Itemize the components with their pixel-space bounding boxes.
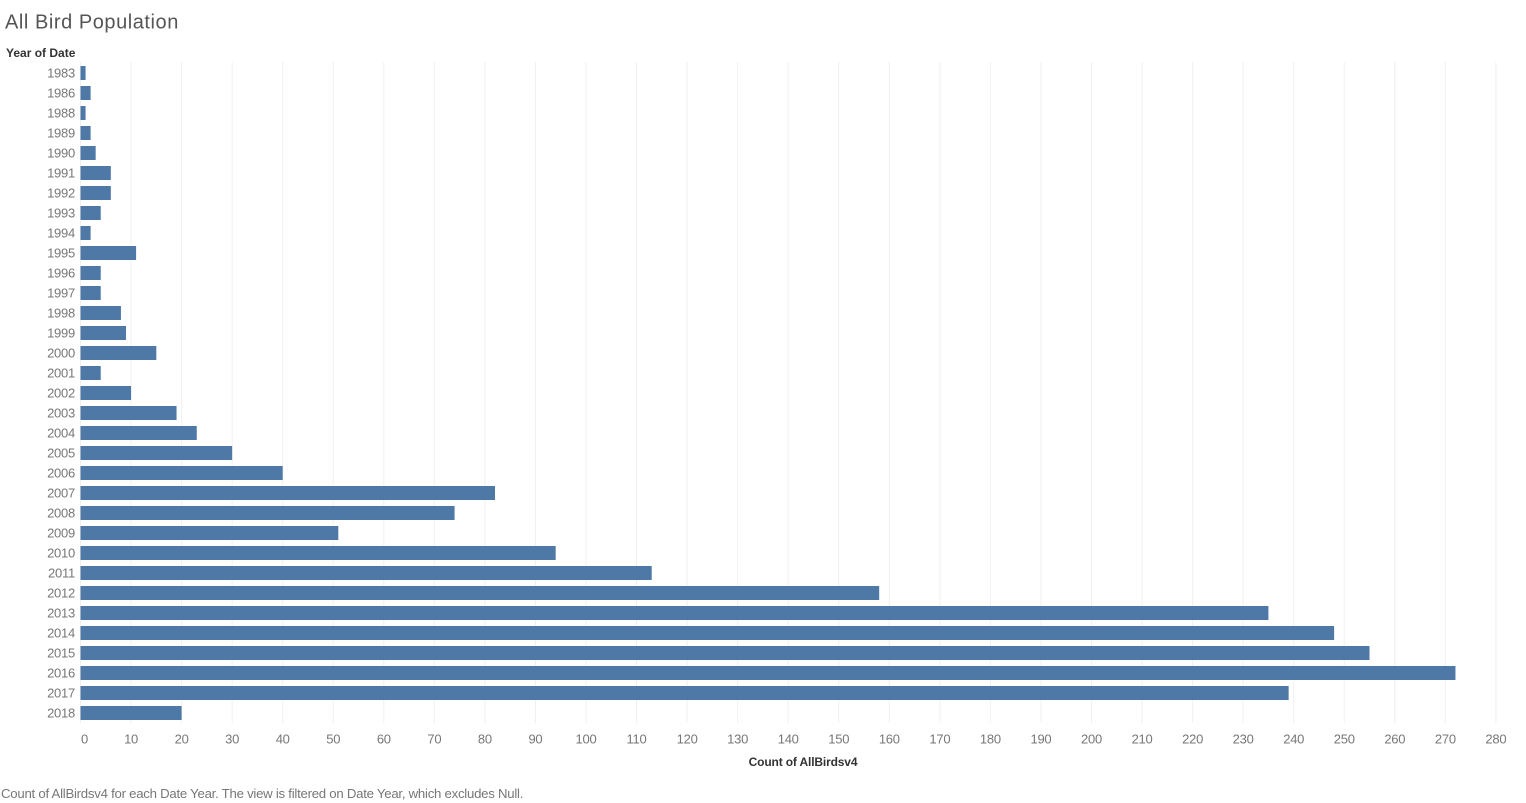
svg-text:90: 90 bbox=[528, 732, 542, 747]
svg-text:2001: 2001 bbox=[47, 366, 75, 381]
svg-text:200: 200 bbox=[1081, 732, 1102, 747]
svg-text:2002: 2002 bbox=[47, 386, 75, 401]
svg-text:Count of AllBirdsv4 for each D: Count of AllBirdsv4 for each Date Year. … bbox=[1, 786, 523, 801]
svg-text:1990: 1990 bbox=[47, 146, 75, 161]
svg-text:190: 190 bbox=[1030, 732, 1051, 747]
svg-text:1991: 1991 bbox=[47, 166, 75, 181]
svg-text:230: 230 bbox=[1233, 732, 1254, 747]
svg-text:80: 80 bbox=[478, 732, 492, 747]
svg-text:1989: 1989 bbox=[47, 126, 75, 141]
svg-text:1994: 1994 bbox=[47, 226, 75, 241]
svg-text:140: 140 bbox=[778, 732, 799, 747]
svg-text:40: 40 bbox=[276, 732, 290, 747]
svg-text:All Bird Population: All Bird Population bbox=[5, 12, 179, 34]
svg-text:240: 240 bbox=[1283, 732, 1304, 747]
svg-text:130: 130 bbox=[727, 732, 748, 747]
svg-text:1998: 1998 bbox=[47, 306, 75, 321]
svg-text:220: 220 bbox=[1182, 732, 1203, 747]
svg-text:250: 250 bbox=[1334, 732, 1355, 747]
svg-text:2017: 2017 bbox=[47, 686, 75, 701]
svg-text:0: 0 bbox=[81, 732, 88, 747]
svg-text:60: 60 bbox=[377, 732, 391, 747]
svg-text:2015: 2015 bbox=[47, 646, 75, 661]
svg-text:1997: 1997 bbox=[47, 286, 75, 301]
svg-text:170: 170 bbox=[929, 732, 950, 747]
svg-text:2014: 2014 bbox=[47, 626, 75, 641]
svg-text:160: 160 bbox=[879, 732, 900, 747]
svg-text:2000: 2000 bbox=[47, 346, 75, 361]
svg-text:2007: 2007 bbox=[47, 486, 75, 501]
svg-text:2011: 2011 bbox=[48, 566, 75, 581]
svg-text:2018: 2018 bbox=[47, 706, 75, 721]
svg-text:10: 10 bbox=[124, 732, 138, 747]
svg-text:2004: 2004 bbox=[47, 426, 75, 441]
svg-text:100: 100 bbox=[576, 732, 597, 747]
svg-text:2005: 2005 bbox=[47, 446, 75, 461]
svg-text:210: 210 bbox=[1132, 732, 1153, 747]
svg-text:1996: 1996 bbox=[47, 266, 75, 281]
svg-text:2016: 2016 bbox=[47, 666, 75, 681]
svg-text:70: 70 bbox=[427, 732, 441, 747]
svg-text:1983: 1983 bbox=[47, 66, 75, 81]
svg-text:2003: 2003 bbox=[47, 406, 75, 421]
svg-text:2006: 2006 bbox=[47, 466, 75, 481]
svg-text:Year of Date: Year of Date bbox=[6, 46, 76, 60]
svg-text:20: 20 bbox=[175, 732, 189, 747]
svg-text:2008: 2008 bbox=[47, 506, 75, 521]
svg-text:1993: 1993 bbox=[47, 206, 75, 221]
svg-text:50: 50 bbox=[326, 732, 340, 747]
svg-text:180: 180 bbox=[980, 732, 1001, 747]
svg-text:2013: 2013 bbox=[47, 606, 75, 621]
svg-text:150: 150 bbox=[828, 732, 849, 747]
svg-text:120: 120 bbox=[677, 732, 698, 747]
svg-text:2009: 2009 bbox=[47, 526, 75, 541]
svg-text:260: 260 bbox=[1384, 732, 1405, 747]
svg-text:Count of AllBirdsv4: Count of AllBirdsv4 bbox=[749, 755, 858, 769]
svg-text:1988: 1988 bbox=[47, 106, 75, 121]
svg-text:30: 30 bbox=[225, 732, 239, 747]
svg-text:2012: 2012 bbox=[47, 586, 75, 601]
svg-text:1999: 1999 bbox=[47, 326, 75, 341]
svg-text:1992: 1992 bbox=[47, 186, 75, 201]
svg-text:270: 270 bbox=[1435, 732, 1456, 747]
svg-text:110: 110 bbox=[627, 732, 647, 747]
svg-text:1986: 1986 bbox=[47, 86, 75, 101]
svg-text:2010: 2010 bbox=[47, 546, 75, 561]
svg-text:280: 280 bbox=[1485, 732, 1506, 747]
svg-text:1995: 1995 bbox=[47, 246, 75, 261]
